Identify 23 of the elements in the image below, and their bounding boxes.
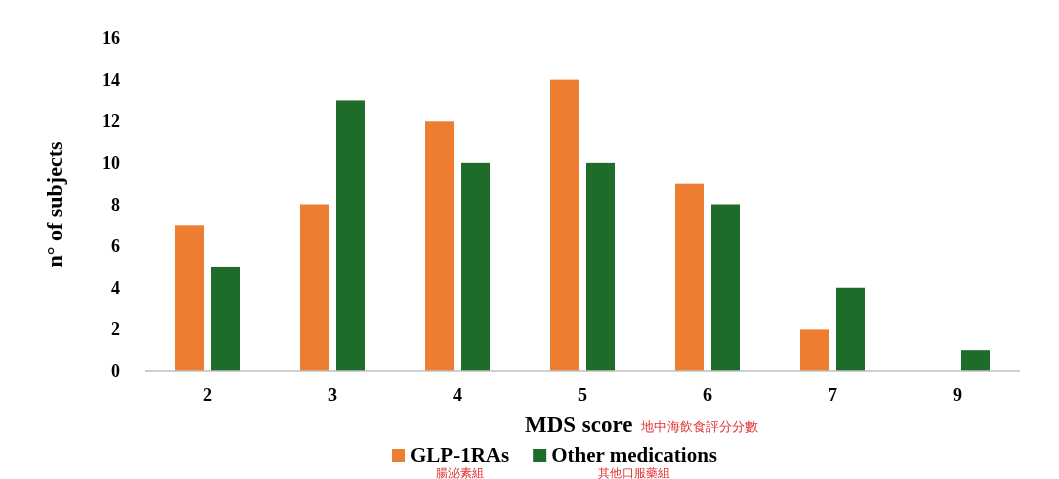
y-tick-label: 0 bbox=[111, 361, 120, 381]
x-tick-label: 3 bbox=[328, 385, 337, 405]
legend-label: GLP-1RAs bbox=[410, 443, 510, 467]
text: 其他口服藥組 bbox=[598, 466, 671, 479]
y-tick-label: 8 bbox=[111, 194, 120, 215]
legend-label: Other medications bbox=[551, 443, 718, 467]
y-tick-label: 6 bbox=[111, 236, 120, 257]
x-tick-label: 7 bbox=[828, 385, 837, 405]
text: 地中海飲食評分分數 bbox=[639, 419, 758, 434]
x-tick-label: 6 bbox=[703, 385, 712, 405]
y-tick-label: 4 bbox=[111, 277, 120, 298]
y-tick-label: 14 bbox=[102, 69, 120, 90]
y-tick-label: 12 bbox=[102, 111, 120, 132]
x-tick-label: 5 bbox=[578, 385, 587, 405]
x-axis-title: MDS score bbox=[525, 412, 633, 437]
y-axis-title: n° of subjects bbox=[42, 141, 67, 268]
y-tick-label: 10 bbox=[102, 152, 120, 173]
x-tick-label: 4 bbox=[453, 385, 462, 405]
x-tick-label: 9 bbox=[953, 385, 962, 405]
x-tick-label: 2 bbox=[203, 385, 212, 405]
y-tick-label: 2 bbox=[111, 319, 120, 340]
y-tick-label: 16 bbox=[102, 28, 120, 48]
text: 腸泌素組 bbox=[435, 466, 484, 479]
